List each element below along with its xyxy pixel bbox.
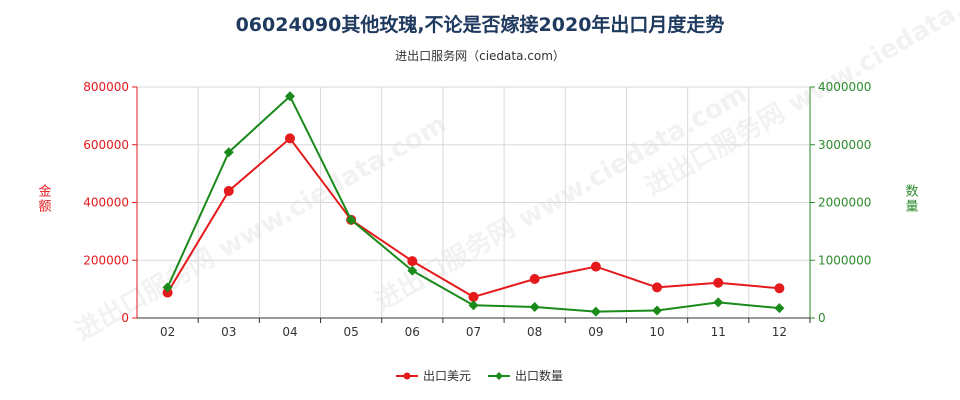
data-point-usd <box>162 287 173 298</box>
data-point-quantity <box>223 147 234 158</box>
data-point-quantity <box>407 265 418 276</box>
data-point-quantity <box>468 300 479 311</box>
data-point-usd <box>223 185 234 196</box>
right-axis-tick-label: 1000000 <box>818 253 871 267</box>
data-point-quantity <box>652 305 663 316</box>
data-point-usd <box>590 261 601 272</box>
legend-marker <box>403 372 411 380</box>
data-point-quantity <box>284 91 295 102</box>
legend-label: 出口美元 <box>423 369 471 383</box>
x-axis-tick-label: 07 <box>466 325 481 339</box>
x-axis-tick-label: 03 <box>221 325 236 339</box>
right-axis-tick-label: 0 <box>818 311 826 325</box>
data-point-usd <box>407 256 418 267</box>
left-axis-tick-label: 600000 <box>83 138 129 152</box>
data-point-quantity <box>713 297 724 308</box>
x-axis-tick-label: 04 <box>282 325 297 339</box>
data-point-quantity <box>346 214 357 225</box>
x-axis-tick-label: 12 <box>772 325 787 339</box>
data-point-usd <box>713 277 724 288</box>
chart-subtitle: 进出口服务网（ciedata.com） <box>395 49 565 63</box>
data-point-quantity <box>162 282 173 293</box>
data-point-usd <box>652 282 663 293</box>
x-axis-tick-label: 11 <box>711 325 726 339</box>
data-point-quantity <box>774 303 785 314</box>
data-point-quantity <box>590 306 601 317</box>
legend-label: 出口数量 <box>515 368 563 383</box>
data-point-usd <box>284 133 295 144</box>
left-axis-tick-label: 0 <box>121 311 129 325</box>
x-axis-tick-label: 09 <box>588 325 603 339</box>
right-axis-tick-label: 2000000 <box>818 196 871 210</box>
x-axis-tick-label: 10 <box>649 325 664 339</box>
x-axis-tick-label: 06 <box>405 325 420 339</box>
right-axis-title: 数量 <box>905 185 918 215</box>
left-axis-tick-label: 800000 <box>83 80 129 94</box>
left-axis-tick-label: 400000 <box>83 196 129 210</box>
data-point-usd <box>529 274 540 285</box>
data-point-usd <box>774 283 785 294</box>
chart-title: 06024090其他玫瑰,不论是否嫁接2020年出口月度走势 <box>235 14 725 36</box>
legend-marker <box>495 372 503 380</box>
x-axis-tick-label: 05 <box>343 325 358 339</box>
x-axis-tick-label: 08 <box>527 325 542 339</box>
data-point-usd <box>468 291 479 302</box>
x-axis-tick-label: 02 <box>160 325 175 339</box>
left-axis-tick-label: 200000 <box>83 253 129 267</box>
data-point-quantity <box>529 302 540 313</box>
left-axis-title: 金额 <box>38 184 51 215</box>
right-axis-tick-label: 3000000 <box>818 138 871 152</box>
right-axis-tick-label: 4000000 <box>818 80 871 94</box>
